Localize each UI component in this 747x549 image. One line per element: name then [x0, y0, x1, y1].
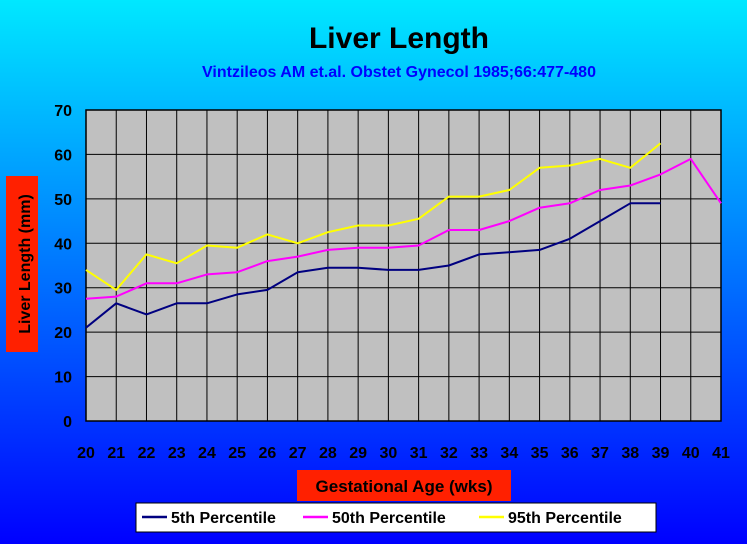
x-tick-label: 41 — [712, 445, 730, 462]
y-tick-label: 40 — [54, 236, 72, 253]
series-line — [85, 202, 661, 329]
x-tick-label: 32 — [440, 445, 458, 462]
x-tick-label: 24 — [198, 445, 216, 462]
legend-label: 50th Percentile — [332, 510, 446, 527]
y-tick-label: 30 — [54, 281, 72, 298]
x-axis-label: Gestational Age (wks) — [316, 477, 493, 496]
legend-label: 5th Percentile — [171, 510, 276, 527]
y-axis-label: Liver Length (mm) — [17, 194, 34, 334]
x-tick-label: 37 — [591, 445, 609, 462]
x-tick-label: 39 — [652, 445, 670, 462]
series-line — [85, 157, 722, 300]
chart-title: Liver Length — [309, 22, 489, 55]
x-tick-label: 28 — [319, 445, 337, 462]
x-tick-label: 35 — [531, 445, 549, 462]
x-tick-label: 22 — [138, 445, 156, 462]
plot-border — [85, 109, 722, 422]
legend: 5th Percentile 50th Percentile 95th Percen… — [135, 502, 657, 533]
x-tick-label: 38 — [621, 445, 639, 462]
y-tick-label: 60 — [54, 147, 72, 164]
x-tick-label: 30 — [379, 445, 397, 462]
x-axis-ticks: 20 21 22 23 24 25 26 27 28 29 30 31 32 33 34 35 36 37 38 39… — [77, 445, 730, 462]
grid — [85, 109, 722, 422]
x-tick-label: 29 — [349, 445, 367, 462]
y-tick-label: 50 — [54, 192, 72, 209]
x-tick-label: 31 — [410, 445, 428, 462]
y-tick-label: 10 — [54, 370, 72, 387]
x-tick-label: 27 — [289, 445, 307, 462]
x-tick-label: 34 — [500, 445, 518, 462]
y-tick-label: 70 — [54, 103, 72, 120]
x-tick-label: 33 — [470, 445, 488, 462]
series-line — [85, 142, 662, 291]
chart-subtitle: Vintzileos AM et.al. Obstet Gynecol 1985… — [202, 64, 596, 81]
x-axis-label-box: Gestational Age (wks) — [297, 470, 511, 501]
y-tick-label: 20 — [54, 325, 72, 342]
legend-label: 95th Percentile — [508, 510, 622, 527]
x-tick-label: 23 — [168, 445, 186, 462]
x-tick-label: 21 — [107, 445, 125, 462]
x-tick-label: 36 — [561, 445, 579, 462]
x-tick-label: 25 — [228, 445, 246, 462]
y-axis-ticks: 0 10 20 30 40 50 60 70 — [54, 103, 72, 431]
series-lines — [85, 142, 722, 329]
x-tick-label: 40 — [682, 445, 700, 462]
plot-area — [86, 110, 721, 421]
x-tick-label: 26 — [259, 445, 277, 462]
x-tick-label: 20 — [77, 445, 95, 462]
y-tick-label: 0 — [63, 414, 72, 431]
y-axis-label-box: Liver Length (mm) — [6, 176, 38, 352]
